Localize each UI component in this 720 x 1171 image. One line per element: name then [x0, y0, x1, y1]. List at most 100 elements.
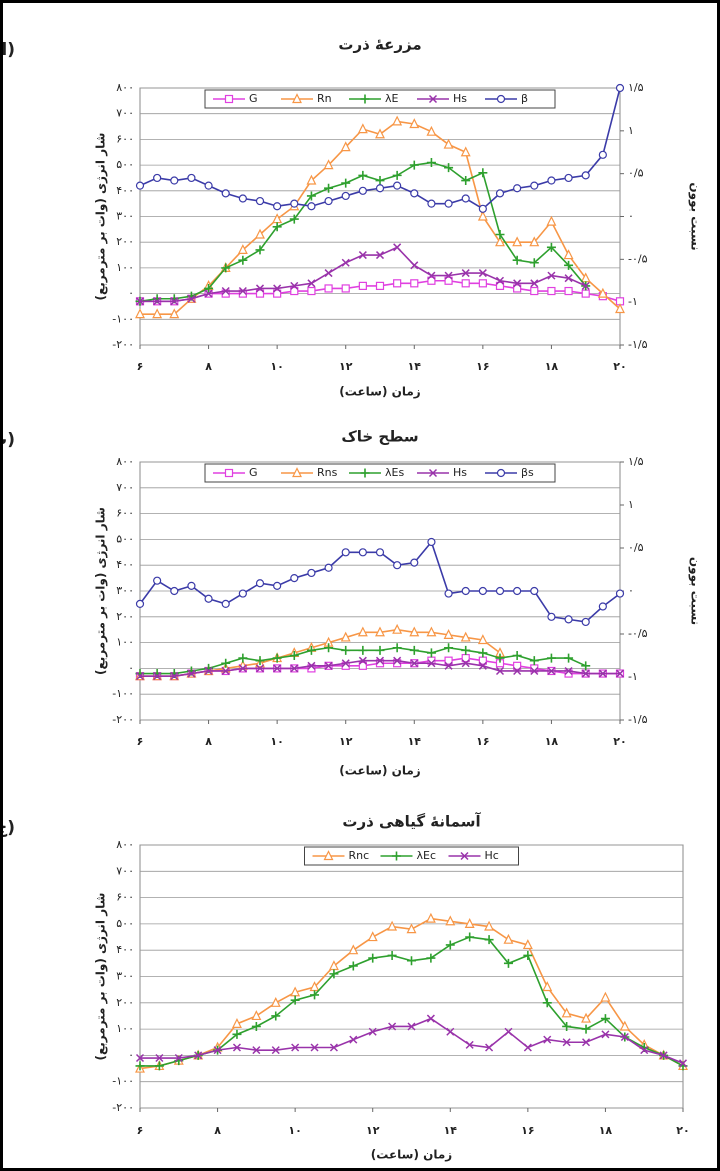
x-tick-label: ۱۰ — [270, 735, 283, 748]
marker — [187, 173, 196, 183]
marker — [231, 1017, 242, 1028]
y-tick-label: ۱۰۰ — [116, 261, 134, 274]
y-tick-label: -۱۰۰ — [112, 687, 134, 700]
marker — [512, 236, 523, 247]
marker — [272, 222, 282, 232]
y-tick-label: ۸۰۰ — [116, 455, 134, 468]
marker — [444, 661, 453, 670]
x-tick-label: ۱۴ — [408, 735, 422, 748]
marker — [358, 186, 367, 195]
marker — [368, 953, 378, 963]
marker — [444, 643, 454, 653]
marker — [387, 950, 397, 960]
marker — [523, 950, 533, 960]
marker — [358, 656, 367, 665]
y-tick-label: ۷۰۰ — [116, 481, 134, 494]
y2-tick-label: ۰/۵ — [628, 167, 644, 180]
marker — [255, 579, 265, 588]
marker — [477, 634, 488, 645]
marker — [444, 276, 453, 285]
marker — [598, 669, 607, 678]
marker — [341, 659, 350, 668]
marker — [478, 661, 487, 670]
marker — [324, 269, 333, 278]
marker — [358, 645, 368, 655]
marker — [310, 990, 320, 1000]
marker — [292, 467, 302, 478]
marker — [323, 850, 334, 861]
marker — [238, 194, 247, 203]
marker — [561, 1007, 572, 1018]
marker — [615, 669, 625, 678]
y-axis-label: شار انرژی (وات بر مترمربع) — [94, 133, 109, 301]
marker — [375, 645, 385, 655]
marker — [324, 196, 333, 206]
marker — [460, 146, 471, 157]
marker — [329, 1043, 338, 1052]
marker — [503, 933, 514, 944]
marker — [564, 260, 574, 270]
marker — [194, 1051, 203, 1060]
marker — [375, 251, 385, 260]
marker — [530, 586, 539, 596]
y2-tick-label: ۰ — [628, 584, 634, 597]
marker — [428, 468, 438, 478]
marker — [581, 281, 590, 290]
marker — [238, 286, 247, 296]
y-tick-label: ۴۰۰ — [116, 184, 134, 197]
marker — [495, 189, 505, 198]
marker — [410, 659, 419, 668]
marker — [478, 168, 488, 178]
x-tick-label: ۸ — [205, 360, 212, 373]
marker — [348, 961, 358, 971]
marker — [477, 210, 488, 221]
marker — [213, 1046, 222, 1055]
marker — [273, 284, 282, 293]
legend-label: Hs — [453, 466, 467, 479]
marker — [392, 851, 401, 861]
marker — [461, 659, 470, 668]
marker — [393, 656, 402, 665]
marker — [478, 279, 487, 288]
marker — [392, 115, 403, 126]
marker — [323, 159, 334, 170]
marker — [523, 1043, 532, 1052]
marker — [290, 281, 299, 290]
marker — [290, 995, 300, 1005]
marker — [273, 289, 282, 298]
marker — [478, 204, 487, 213]
x-axis-label: زمان (ساعت) — [339, 385, 421, 399]
marker — [484, 935, 494, 945]
y-tick-label: ۶۰۰ — [116, 507, 134, 520]
x-tick-label: ۱۰ — [288, 1124, 301, 1137]
marker — [581, 617, 590, 627]
legend-label: G — [249, 466, 258, 479]
marker — [341, 284, 350, 293]
marker — [135, 181, 145, 190]
marker — [357, 123, 368, 134]
marker — [170, 176, 179, 185]
y-tick-label: -۱۰۰ — [112, 1075, 134, 1088]
x-axis-label: زمان (ساعت) — [371, 1148, 453, 1162]
marker — [464, 918, 475, 929]
legend-label: λEs — [385, 466, 404, 479]
marker — [238, 255, 248, 265]
panel-label: (ب) — [3, 430, 15, 450]
marker — [393, 561, 402, 570]
marker — [512, 255, 522, 265]
marker — [426, 125, 437, 136]
y-tick-label: ۰ — [128, 287, 134, 300]
marker — [546, 242, 556, 252]
x-tick-label: ۲۰ — [613, 360, 626, 373]
marker — [513, 284, 522, 293]
marker — [407, 956, 416, 966]
marker — [581, 1024, 591, 1034]
y-tick-label: -۲۰۰ — [112, 338, 134, 351]
marker — [367, 931, 378, 942]
marker — [444, 656, 453, 665]
panel-label: (ج) — [3, 818, 15, 838]
marker — [461, 279, 470, 288]
marker — [155, 1053, 164, 1063]
marker — [443, 629, 454, 639]
marker — [204, 666, 213, 676]
